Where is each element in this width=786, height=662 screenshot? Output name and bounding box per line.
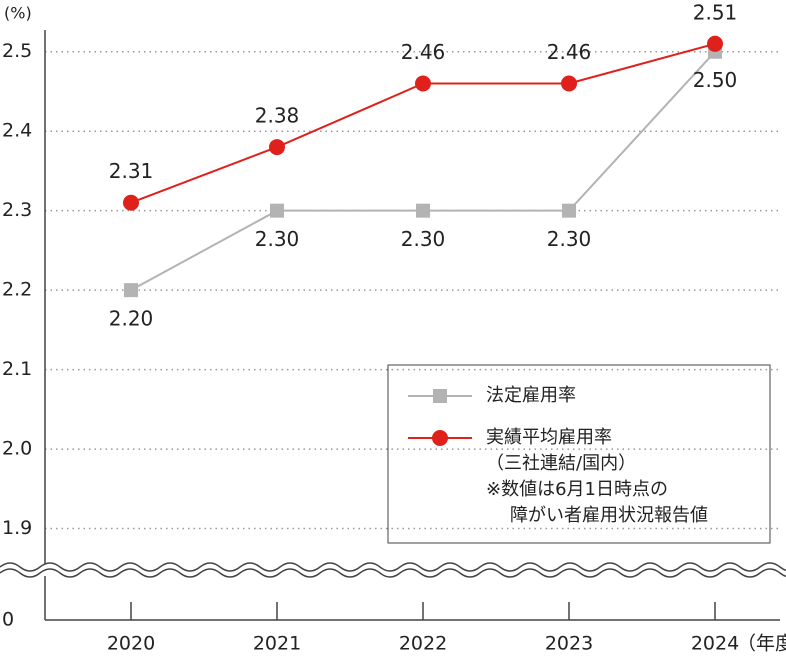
legend-marker: [432, 430, 448, 446]
value-label: 2.38: [255, 104, 300, 128]
x-tick-label: 2020: [107, 633, 155, 655]
value-label: 2.50: [693, 68, 738, 92]
y-tick-label: 2.1: [2, 358, 32, 380]
point: [561, 75, 577, 92]
value-label: 2.20: [109, 307, 154, 331]
legend-label: 法定雇用率: [486, 385, 576, 406]
y-tick-label: 1.9: [2, 517, 32, 539]
point: [269, 139, 285, 156]
value-label: 2.30: [255, 227, 300, 251]
legend-marker: [433, 389, 447, 403]
y-tick-label: 2.4: [2, 120, 32, 142]
point: [270, 203, 284, 218]
y-tick-label: 2.5: [2, 40, 32, 62]
x-tick-label: 2024: [691, 633, 739, 655]
legend-box: [387, 364, 771, 544]
value-label: 2.51: [693, 0, 738, 24]
value-label: 2.31: [109, 159, 154, 183]
y-tick-label: 0: [2, 609, 14, 631]
legend-label: 実績平均雇用率: [486, 427, 612, 448]
series-line: [130, 42, 716, 204]
point: [124, 283, 138, 298]
y-unit: (%): [4, 4, 32, 23]
point: [562, 203, 576, 218]
axis-break: [0, 568, 786, 578]
value-label: 2.30: [547, 227, 592, 251]
value-label: 2.46: [547, 40, 592, 64]
x-tick-label: 2022: [399, 633, 447, 655]
legend-note: ※数値は6月1日時点の: [486, 479, 668, 500]
point: [707, 35, 723, 52]
y-tick-label: 2.0: [2, 438, 32, 460]
x-tick-label: 2021: [253, 633, 301, 655]
point: [416, 203, 430, 218]
legend-note: 障がい者雇用状況報告値: [510, 505, 708, 526]
point: [123, 194, 139, 211]
point: [415, 75, 431, 92]
y-tick-label: 2.3: [2, 199, 32, 221]
axis-break: [0, 562, 786, 572]
value-label: 2.30: [401, 227, 446, 251]
x-tick-label: 2023: [545, 633, 593, 655]
value-label: 2.46: [401, 40, 446, 64]
legend-note: （三社連結/国内）: [486, 453, 636, 474]
x-unit: （年度）: [737, 633, 786, 655]
y-tick-label: 2.2: [2, 279, 32, 301]
